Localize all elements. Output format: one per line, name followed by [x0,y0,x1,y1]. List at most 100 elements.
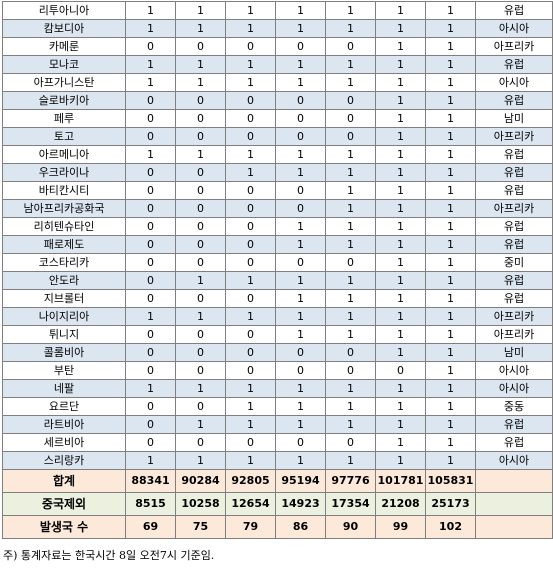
table-row: 튀니지 0 0 0 1 1 1 1 아프리카 [2,325,553,344]
value-cell: 1 [325,217,376,236]
value-cell: 0 [175,235,226,254]
value-cell: 0 [175,37,226,56]
summary-value: 92805 [225,469,276,493]
value-cell: 0 [175,199,226,218]
country-cell: 카메룬 [2,37,126,56]
value-cell: 0 [175,253,226,272]
value-cell: 1 [425,1,476,20]
summary-value: 8515 [125,492,176,516]
value-cell: 1 [275,55,326,74]
table-row: 아르메니아 1 1 1 1 1 1 1 유럽 [2,145,553,164]
table-row: 바티칸시티 0 0 0 0 1 1 1 유럽 [2,181,553,200]
footnote: 주) 통계자료는 한국시간 8일 오전7시 기준임. [3,549,215,562]
value-cell: 0 [125,163,176,182]
region-cell: 아시아 [475,379,553,398]
value-cell: 0 [275,37,326,56]
country-cell: 튀니지 [2,325,126,344]
value-cell: 0 [275,91,326,110]
value-cell: 1 [375,91,426,110]
value-cell: 1 [275,217,326,236]
country-cell: 리히텐슈타인 [2,217,126,236]
value-cell: 0 [275,199,326,218]
value-cell: 1 [375,451,426,470]
value-cell: 1 [275,289,326,308]
country-cell: 리투아니아 [2,1,126,20]
value-cell: 1 [275,325,326,344]
value-cell: 1 [325,235,376,254]
region-cell: 유럽 [475,91,553,110]
value-cell: 1 [425,433,476,452]
value-cell: 1 [425,19,476,38]
region-cell: 유럽 [475,145,553,164]
value-cell: 1 [425,325,476,344]
value-cell: 1 [175,19,226,38]
value-cell: 0 [175,109,226,128]
table-row: 스리랑카 1 1 1 1 1 1 1 아시아 [2,451,553,470]
value-cell: 0 [225,199,276,218]
summary-value: 12654 [225,492,276,516]
value-cell: 0 [275,127,326,146]
value-cell: 1 [375,433,426,452]
value-cell: 1 [375,271,426,290]
table-row: 페루 0 0 0 0 0 1 1 남미 [2,109,553,128]
value-cell: 1 [225,55,276,74]
value-cell: 1 [375,19,426,38]
value-cell: 1 [425,307,476,326]
value-cell: 1 [175,379,226,398]
value-cell: 1 [275,271,326,290]
value-cell: 1 [225,145,276,164]
value-cell: 0 [125,127,176,146]
value-cell: 1 [225,271,276,290]
summary-label: 중국제외 [2,492,126,516]
region-cell: 유럽 [475,181,553,200]
value-cell: 1 [425,235,476,254]
value-cell: 0 [175,163,226,182]
value-cell: 0 [125,217,176,236]
value-cell: 0 [275,181,326,200]
summary-value: 95194 [275,469,326,493]
region-cell: 유럽 [475,163,553,182]
country-cell: 바티칸시티 [2,181,126,200]
value-cell: 1 [275,451,326,470]
value-cell: 1 [325,181,376,200]
value-cell: 1 [225,379,276,398]
value-cell: 1 [375,397,426,416]
value-cell: 1 [425,397,476,416]
value-cell: 1 [175,145,226,164]
value-cell: 0 [125,91,176,110]
summary-value: 21208 [375,492,426,516]
value-cell: 0 [175,181,226,200]
value-cell: 0 [125,343,176,362]
value-cell: 1 [125,379,176,398]
value-cell: 0 [175,127,226,146]
value-cell: 0 [225,127,276,146]
country-cell: 페루 [2,109,126,128]
table-row: 아프가니스탄 1 1 1 1 1 1 1 아시아 [2,73,553,92]
value-cell: 1 [125,55,176,74]
value-cell: 1 [425,451,476,470]
value-cell: 1 [325,289,376,308]
country-case-table: 리투아니아 1 1 1 1 1 1 1 유럽 캄보디아 1 1 1 1 1 1 1 아시아 카메룬 0 0 0 0 0 1 1 아프… [2,1,553,539]
table-row: 카메룬 0 0 0 0 0 1 1 아프리카 [2,37,553,56]
country-cell: 아르메니아 [2,145,126,164]
value-cell: 1 [425,55,476,74]
value-cell: 0 [175,433,226,452]
value-cell: 0 [175,289,226,308]
value-cell: 1 [225,307,276,326]
table-row: 라트비아 0 1 1 1 1 1 1 유럽 [2,415,553,434]
table-row: 우크라이나 0 0 1 1 1 1 1 유럽 [2,163,553,182]
country-cell: 스리랑카 [2,451,126,470]
value-cell: 1 [425,253,476,272]
value-cell: 1 [175,1,226,20]
table-row: 토고 0 0 0 0 0 1 1 아프리카 [2,127,553,146]
summary-value: 25173 [425,492,476,516]
value-cell: 1 [225,451,276,470]
value-cell: 1 [125,451,176,470]
value-cell: 0 [325,253,376,272]
value-cell: 1 [125,1,176,20]
table-row: 지브롤터 0 0 0 1 1 1 1 유럽 [2,289,553,308]
table-row: 나이지리아 1 1 1 1 1 1 1 아프리카 [2,307,553,326]
value-cell: 0 [175,397,226,416]
value-cell: 1 [425,127,476,146]
country-cell: 안도라 [2,271,126,290]
